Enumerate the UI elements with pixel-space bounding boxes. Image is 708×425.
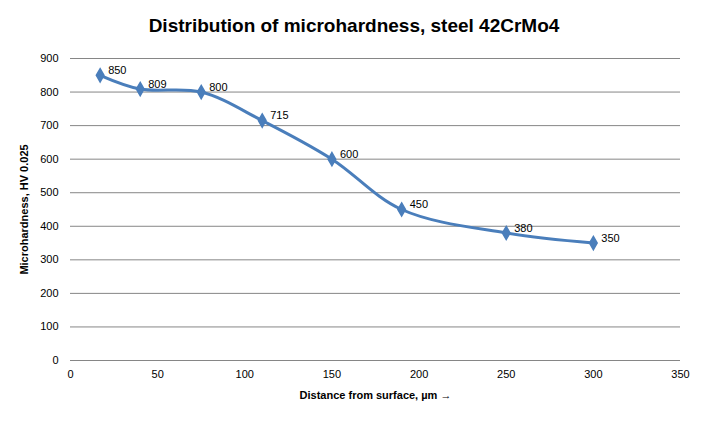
- svg-text:0: 0: [52, 354, 58, 366]
- svg-text:380: 380: [514, 222, 532, 234]
- svg-text:150: 150: [323, 368, 341, 380]
- svg-text:500: 500: [40, 186, 58, 198]
- svg-text:100: 100: [40, 320, 58, 332]
- html-text:Distribution of microhardness,: Distribution of microhardness, steel 42C…: [148, 15, 560, 36]
- svg-text:350: 350: [601, 232, 619, 244]
- svg-text:600: 600: [40, 153, 58, 165]
- svg-text:Distance from surface, µm →: Distance from surface, µm →: [300, 389, 452, 401]
- svg-text:250: 250: [497, 368, 515, 380]
- svg-text:850: 850: [108, 64, 126, 76]
- svg-text:700: 700: [40, 119, 58, 131]
- svg-text:450: 450: [410, 198, 428, 210]
- svg-text:809: 809: [148, 78, 166, 90]
- svg-text:800: 800: [40, 86, 58, 98]
- svg-text:300: 300: [584, 368, 602, 380]
- svg-text:350: 350: [671, 368, 689, 380]
- svg-text:100: 100: [236, 368, 254, 380]
- svg-text:800: 800: [209, 81, 227, 93]
- svg-text:200: 200: [40, 287, 58, 299]
- svg-text:0: 0: [67, 368, 73, 380]
- svg-text:400: 400: [40, 220, 58, 232]
- svg-text:600: 600: [340, 148, 358, 160]
- svg-text:900: 900: [40, 52, 58, 64]
- svg-text:50: 50: [152, 368, 164, 380]
- svg-text:Microhardness, HV 0.025: Microhardness, HV 0.025: [18, 144, 30, 274]
- svg-text:715: 715: [270, 109, 288, 121]
- svg-text:300: 300: [40, 253, 58, 265]
- svg-text:200: 200: [410, 368, 428, 380]
